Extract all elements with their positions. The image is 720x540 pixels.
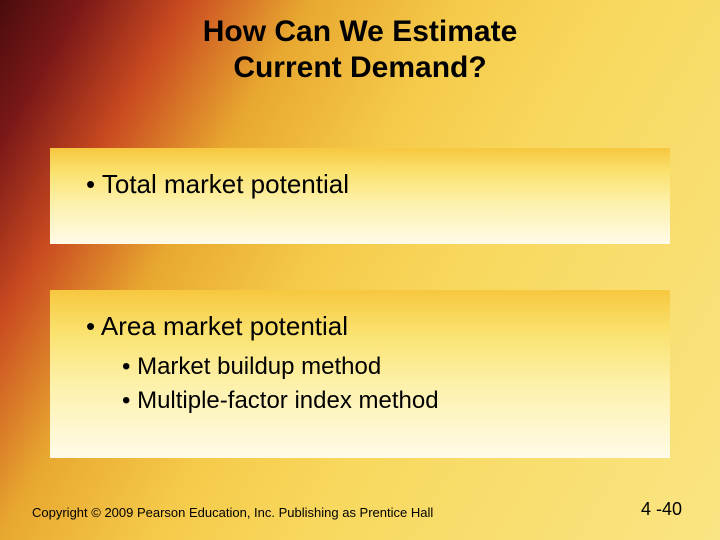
copyright-text: Copyright © 2009 Pearson Education, Inc.… [32, 505, 433, 520]
title-line-2: Current Demand? [233, 51, 486, 84]
page-number: 4 -40 [641, 499, 682, 520]
content-box-1: Total market potential [50, 148, 670, 244]
slide: How Can We Estimate Current Demand? Tota… [0, 0, 720, 540]
title-line-1: How Can We Estimate [203, 15, 518, 48]
bullet-total-market-potential: Total market potential [86, 166, 650, 202]
bullet-market-buildup-method: Market buildup method [122, 350, 650, 384]
slide-title: How Can We Estimate Current Demand? [0, 14, 720, 86]
content-box-2: Area market potential Market buildup met… [50, 290, 670, 458]
bullet-multiple-factor-index-method: Multiple-factor index method [122, 384, 650, 418]
sub-bullet-group: Market buildup method Multiple-factor in… [70, 350, 650, 417]
bullet-area-market-potential: Area market potential [86, 308, 650, 344]
